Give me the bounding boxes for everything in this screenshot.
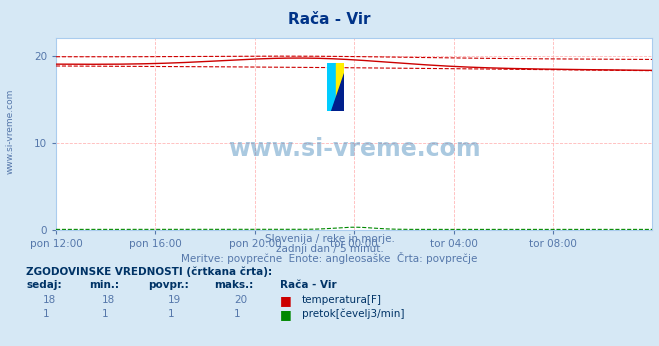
Text: Meritve: povprečne  Enote: angleosaške  Črta: povprečje: Meritve: povprečne Enote: angleosaške Čr…: [181, 252, 478, 264]
Text: temperatura[F]: temperatura[F]: [302, 295, 382, 305]
Text: zadnji dan / 5 minut.: zadnji dan / 5 minut.: [275, 244, 384, 254]
Text: Slovenija / reke in morje.: Slovenija / reke in morje.: [264, 234, 395, 244]
Text: 1: 1: [168, 309, 175, 319]
Text: ZGODOVINSKE VREDNOSTI (črtkana črta):: ZGODOVINSKE VREDNOSTI (črtkana črta):: [26, 266, 272, 277]
Text: maks.:: maks.:: [214, 280, 254, 290]
Polygon shape: [331, 73, 344, 111]
Text: 1: 1: [102, 309, 109, 319]
Text: 20: 20: [234, 295, 247, 305]
Text: 19: 19: [168, 295, 181, 305]
Text: 1: 1: [43, 309, 49, 319]
Bar: [335, 63, 344, 111]
Text: 18: 18: [43, 295, 56, 305]
Text: pretok[čevelj3/min]: pretok[čevelj3/min]: [302, 308, 405, 319]
Text: povpr.:: povpr.:: [148, 280, 189, 290]
Text: 18: 18: [102, 295, 115, 305]
Text: Rača - Vir: Rača - Vir: [280, 280, 337, 290]
Text: ■: ■: [280, 294, 292, 307]
Text: min.:: min.:: [89, 280, 119, 290]
Text: sedaj:: sedaj:: [26, 280, 62, 290]
Text: ■: ■: [280, 308, 292, 321]
Text: www.si-vreme.com: www.si-vreme.com: [5, 89, 14, 174]
Text: Rača - Vir: Rača - Vir: [288, 12, 371, 27]
Bar: [328, 63, 335, 111]
Text: 1: 1: [234, 309, 241, 319]
Text: www.si-vreme.com: www.si-vreme.com: [228, 137, 480, 162]
